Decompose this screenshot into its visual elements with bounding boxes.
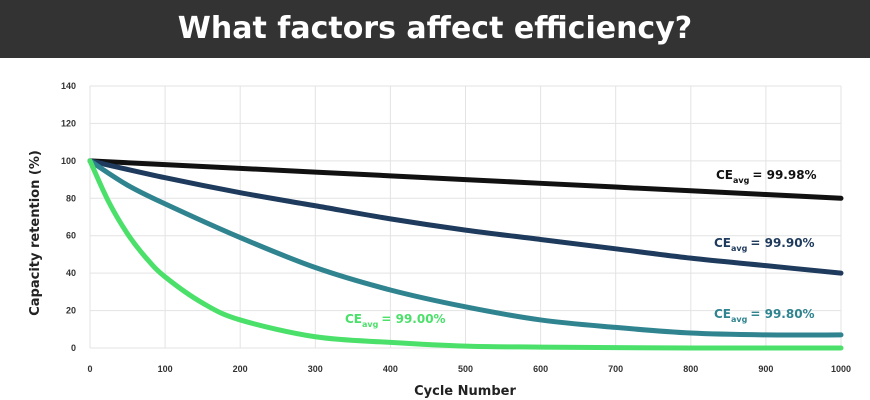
y-tick-label: 80	[66, 193, 76, 203]
y-tick-label: 100	[61, 156, 76, 166]
title-banner: What factors affect efficiency?	[0, 0, 870, 58]
series-annotation-4: CEavg = 99.00%	[345, 312, 446, 329]
series-line-2	[87, 158, 844, 276]
series-line-3	[87, 158, 844, 338]
y-tick-label: 140	[61, 81, 76, 91]
y-tick-label: 60	[66, 231, 76, 241]
x-tick-label: 500	[458, 364, 473, 374]
series-line-1	[87, 158, 844, 201]
y-tick-label: 120	[61, 118, 76, 128]
grid-lines	[89, 85, 842, 349]
x-tick-label: 1000	[831, 364, 851, 374]
series-annotations: CEavg = 99.98% CEavg = 99.90% CEavg = 99.80% C…	[345, 168, 817, 329]
x-tick-label: 700	[608, 364, 623, 374]
x-tick-label: 800	[683, 364, 698, 374]
x-tick-label: 400	[383, 364, 398, 374]
series-lines	[87, 158, 844, 351]
x-tick-label: 200	[233, 364, 248, 374]
x-tick-label: 300	[308, 364, 323, 374]
x-tick-label: 0	[87, 364, 92, 374]
y-tick-label: 20	[66, 306, 76, 316]
series-annotation-1: CEavg = 99.98%	[716, 168, 817, 185]
page-title: What factors affect efficiency?	[177, 11, 693, 46]
y-tick-labels: 0 20 40 60 80 100 120 140	[61, 81, 76, 353]
x-axis-title: Cycle Number	[414, 384, 516, 399]
series-annotation-3: CEavg = 99.80%	[714, 307, 815, 324]
capacity-retention-chart: 0 20 40 60 80 100 120 140 0 100 200 300 400 500 600 70…	[28, 81, 851, 399]
x-tick-label: 900	[758, 364, 773, 374]
x-tick-label: 600	[533, 364, 548, 374]
x-tick-label: 100	[158, 364, 173, 374]
y-axis-title: Capacity retention (%)	[28, 150, 43, 316]
y-tick-label: 40	[66, 268, 76, 278]
x-tick-labels: 0 100 200 300 400 500 600 700 800 900 1000	[87, 364, 851, 374]
series-annotation-2: CEavg = 99.90%	[714, 236, 815, 253]
series-line-4	[87, 158, 844, 351]
y-tick-label: 0	[71, 343, 76, 353]
